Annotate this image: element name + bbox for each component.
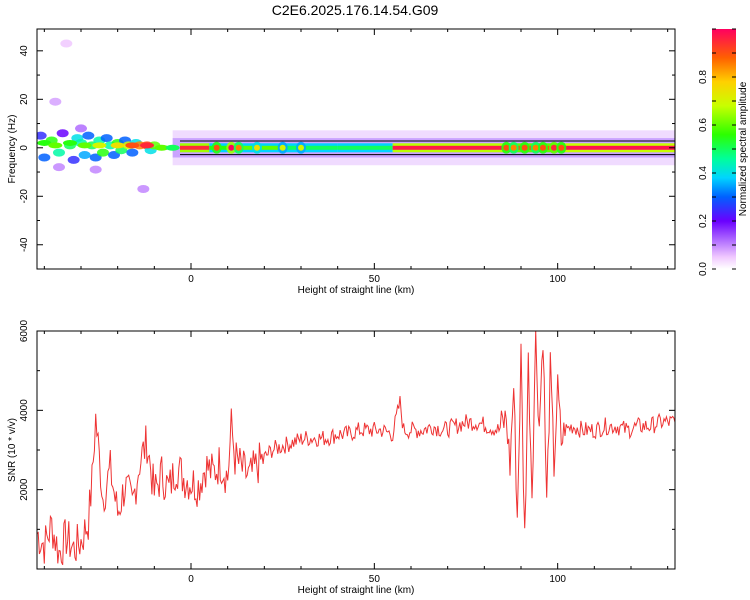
snr-y-tick-label: 2000: [19, 478, 30, 501]
heatmap-ridge-cell: [165, 144, 180, 151]
heatmap-y-tick-label: -40: [19, 237, 30, 252]
heatmap-noise-cell: [97, 148, 109, 157]
heatmap-hotspot: [558, 144, 565, 151]
colorbar-ticks: 0.0 0.2 0.4 0.6 0.8: [698, 28, 736, 276]
heatmap-ridge-cell: [48, 142, 63, 149]
colorbar: 0.0 0.2 0.4 0.6 0.8 Normalized spectral ampl…: [698, 28, 749, 276]
heatmap-ridge-cell: [77, 142, 92, 149]
snr-y-label: SNR (10 * v/v): [7, 418, 18, 482]
heatmap-y-tick-label: 40: [19, 45, 30, 57]
heatmap-hotspot: [213, 144, 220, 151]
heatmap-hotspot: [228, 144, 235, 151]
heatmap-panel: 0 50 100 -40 -20 0 20 40 Height of straight lin…: [7, 28, 676, 296]
heatmap-noise-cell: [100, 134, 113, 143]
heatmap-ridge-core: [392, 145, 503, 150]
colorbar-tick-label: 0.8: [698, 70, 709, 84]
heatmap-noise-cell: [89, 165, 102, 174]
snr-frame: [36, 330, 676, 570]
heatmap-frame: [36, 28, 676, 270]
heatmap-ridge-cell: [140, 142, 154, 149]
heatmap-noise-cell: [67, 155, 80, 164]
heatmap-ridge-core: [180, 145, 210, 150]
heatmap-hotspot: [235, 144, 242, 151]
heatmap-noise-cell: [78, 151, 91, 160]
heatmap-noise-cell: [53, 163, 65, 172]
snr-series-line: [37, 331, 675, 566]
heatmap-ridge-core: [282, 145, 338, 150]
heatmap-y-label: Frequency (Hz): [7, 115, 18, 184]
heatmap-x-tick-label: 0: [188, 274, 194, 285]
heatmap-y-tick-label: 0: [19, 145, 30, 151]
heatmap-hotspot: [510, 144, 517, 151]
heatmap-y-tick-label: -20: [19, 189, 30, 204]
snr-panel: 0 50 100 2000 4000 6000 Height of straight li…: [7, 319, 676, 596]
heatmap-noise-cell: [75, 124, 87, 133]
heatmap-x-tick-label: 100: [549, 274, 566, 285]
colorbar-label: Normalized spectral amplitude: [738, 81, 749, 216]
heatmap-hotspot: [503, 144, 510, 151]
heatmap-ridge-core: [209, 145, 235, 150]
heatmap-noise-cell: [60, 39, 73, 48]
heatmap-ridge-cell: [63, 139, 77, 146]
heatmap-y-tick-label: 20: [19, 93, 30, 105]
heatmap-hotspot: [551, 144, 557, 151]
colorbar-tick-label: 0.0: [698, 262, 709, 276]
heatmap-noise-cell: [126, 148, 139, 157]
figure-title: C2E6.2025.176.14.54.G09: [272, 2, 439, 18]
heatmap-hotspot: [254, 144, 260, 151]
heatmap-ridge-cell: [37, 139, 52, 146]
heatmap-noise-cell: [82, 131, 95, 140]
heatmap-noise-cell: [137, 185, 150, 193]
snr-x-tick-label: 0: [188, 574, 194, 585]
snr-y-tick-label: 6000: [19, 319, 30, 342]
heatmap-noise-cell: [53, 148, 65, 157]
colorbar-tick-label: 0.2: [698, 214, 709, 228]
colorbar-tick-label: 0.4: [698, 166, 709, 180]
heatmap-ridge-cell: [110, 142, 125, 149]
heatmap-ridge-core: [337, 145, 393, 150]
snr-y-tick-label: 4000: [19, 399, 30, 422]
heatmap-ridge-cell: [154, 144, 169, 151]
heatmap-hotspot: [540, 144, 546, 151]
heatmap-ridge-cell: [92, 142, 107, 149]
heatmap-hotspot: [532, 144, 539, 151]
heatmap-hotspot: [521, 144, 528, 151]
colorbar-tick-label: 0.6: [698, 118, 709, 132]
heatmap-noise-cell: [89, 153, 102, 162]
snr-x-label: Height of straight line (km): [298, 585, 415, 596]
snr-axes: 0 50 100 2000 4000 6000: [19, 319, 675, 585]
heatmap-ridge-cell: [125, 142, 140, 149]
snr-x-tick-label: 100: [549, 574, 566, 585]
snr-x-tick-label: 50: [369, 574, 381, 585]
heatmap-axes: 0 50 100 -40 -20 0 20 40: [19, 29, 675, 285]
heatmap-x-label: Height of straight line (km): [298, 285, 415, 296]
heatmap-hotspot: [279, 144, 286, 151]
heatmap-x-tick-label: 50: [369, 274, 381, 285]
heatmap-noise-cell: [49, 97, 62, 106]
heatmap-hotspot: [298, 144, 304, 151]
heatmap-noise-cell: [56, 129, 69, 138]
heatmap-noise-cell: [37, 131, 47, 140]
heatmap-noise-cell: [108, 151, 120, 160]
heatmap-noise-cell: [38, 153, 51, 162]
heatmap-ridge-core: [565, 145, 675, 150]
heatmap-cells: [37, 39, 675, 193]
